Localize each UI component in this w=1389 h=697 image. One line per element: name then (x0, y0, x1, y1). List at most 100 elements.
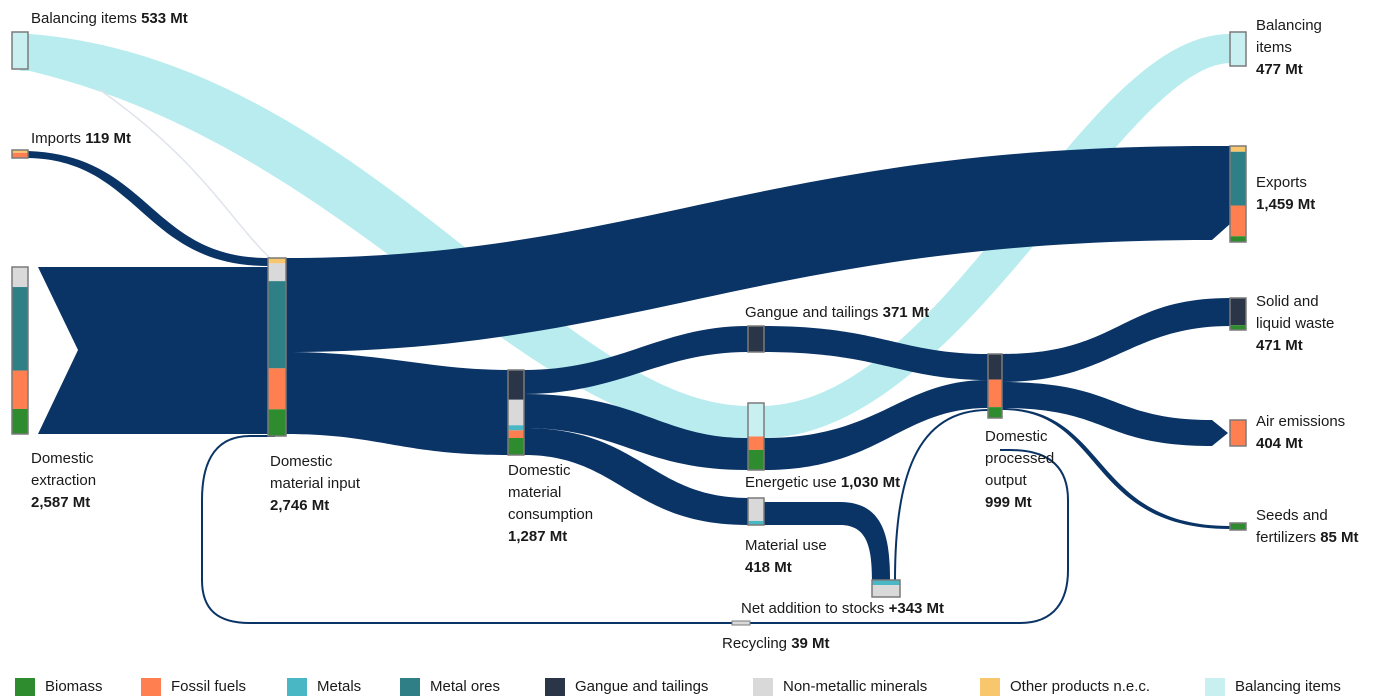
node-border (1229, 31, 1247, 67)
legend-item-balancing: Balancing items (1205, 678, 1341, 696)
node-border (747, 325, 765, 353)
legend-item-non-metallic: Non-metallic minerals (753, 678, 927, 696)
legend-swatch (141, 678, 161, 696)
node-segment (1230, 420, 1246, 446)
flow-faint-imports-link (99, 89, 271, 259)
node-material-use (747, 497, 765, 526)
flow-dmi-to-dmc (286, 352, 508, 455)
node-segment (872, 580, 900, 586)
node-border (507, 369, 525, 456)
node-segment (12, 267, 28, 288)
node-segment (1230, 523, 1246, 530)
flow-dmc-to-gangue (524, 326, 748, 394)
node-energetic (747, 402, 765, 471)
nodes (11, 31, 1247, 626)
node-exports (1229, 145, 1247, 243)
exports-label: Exports 1,459 Mt (1256, 174, 1316, 213)
node-segment (748, 520, 764, 525)
balancing-out-label: Balancing items 477 Mt (1256, 17, 1322, 78)
node-border (1229, 297, 1247, 331)
node-segment (508, 438, 524, 455)
node-segment (268, 281, 286, 369)
node-segment (268, 263, 286, 282)
seeds-label: Seeds and fertilizers 85 Mt (1256, 507, 1359, 546)
node-segment (508, 425, 524, 431)
node-segment (1230, 151, 1246, 206)
node-segment (748, 326, 764, 352)
legend-swatch (1205, 678, 1225, 696)
node-segment (988, 407, 1002, 418)
node-segment (12, 152, 28, 158)
node-segment (508, 399, 524, 426)
node-segment (748, 498, 764, 521)
node-segment (748, 436, 764, 450)
legend-item-metal-ores: Metal ores (400, 678, 500, 696)
gangue-label: Gangue and tailings 371 Mt (745, 304, 930, 321)
node-segment (1230, 325, 1246, 330)
legend-item-biomass: Biomass (15, 678, 103, 696)
flow-domestic-extraction (22, 267, 268, 434)
dmc-label: Domestic material consumption 1,287 Mt (508, 462, 594, 545)
flow-imports-to-dmi (28, 151, 268, 266)
node-balancing-in (11, 31, 29, 70)
node-imports (11, 149, 29, 159)
legend-item-other-products: Other products n.e.c. (980, 678, 1150, 696)
node-border (1229, 419, 1247, 447)
legend-swatch (15, 678, 35, 696)
material-flows (22, 146, 1230, 580)
node-air (1229, 419, 1247, 447)
node-dmi (267, 257, 287, 437)
flow-dmi-to-exports (286, 146, 1230, 352)
node-segment (508, 370, 524, 400)
legend-swatch (980, 678, 1000, 696)
balancing-in-label: Balancing items 533 Mt (31, 10, 188, 27)
node-border (267, 257, 287, 437)
legend-swatch (753, 678, 773, 696)
node-border (11, 266, 29, 435)
node-segment (1230, 32, 1246, 66)
air-label: Air emissions 404 Mt (1256, 413, 1346, 452)
material-use-label: Material use 418 Mt (745, 537, 827, 576)
flow-dmc-to-material-use (524, 428, 748, 525)
legend-swatch (400, 678, 420, 696)
node-domestic-extraction (11, 266, 29, 435)
flow-recycling-loop (201, 435, 1069, 624)
flow-energetic-to-dpo (764, 380, 988, 470)
node-segment (988, 379, 1002, 408)
node-segment (1230, 146, 1246, 152)
flow-stocks-to-dpo (894, 409, 989, 581)
legend-item-metals: Metals (287, 678, 361, 696)
node-segment (268, 368, 286, 410)
flow-dpo-to-waste (1002, 298, 1230, 382)
imports-label: Imports 119 Mt (31, 130, 132, 147)
node-segment (12, 370, 28, 409)
node-segment (12, 150, 28, 153)
node-border (747, 497, 765, 526)
stocks-label: Net addition to stocks +343 Mt (741, 600, 945, 617)
node-segment (988, 354, 1002, 380)
node-segment (12, 408, 28, 434)
node-border (1229, 522, 1247, 531)
flow-dpo-to-air (1002, 382, 1228, 446)
node-waste (1229, 297, 1247, 331)
node-segment (268, 409, 286, 436)
node-border (747, 402, 765, 471)
recycling-label: Recycling 39 Mt (722, 635, 830, 652)
energetic-label: Energetic use 1,030 Mt (745, 474, 901, 491)
node-segment (268, 258, 286, 264)
node-segment (508, 430, 524, 438)
node-segment (1230, 298, 1246, 326)
node-segment (12, 32, 28, 69)
waste-label: Solid and liquid waste 471 Mt (1256, 293, 1335, 354)
node-stocks (871, 579, 901, 598)
node-gangue (747, 325, 765, 353)
node-balancing-out (1229, 31, 1247, 67)
domestic-extraction-label: Domestic extraction 2,587 Mt (31, 450, 97, 511)
dmi-label: Domestic material input 2,746 Mt (270, 453, 361, 514)
node-segment (748, 403, 764, 437)
dpo-label: Domestic processed output 999 Mt (985, 428, 1055, 511)
node-border (1229, 145, 1247, 243)
node-segment (872, 585, 900, 597)
flow-dmc-to-energetic (524, 394, 748, 470)
